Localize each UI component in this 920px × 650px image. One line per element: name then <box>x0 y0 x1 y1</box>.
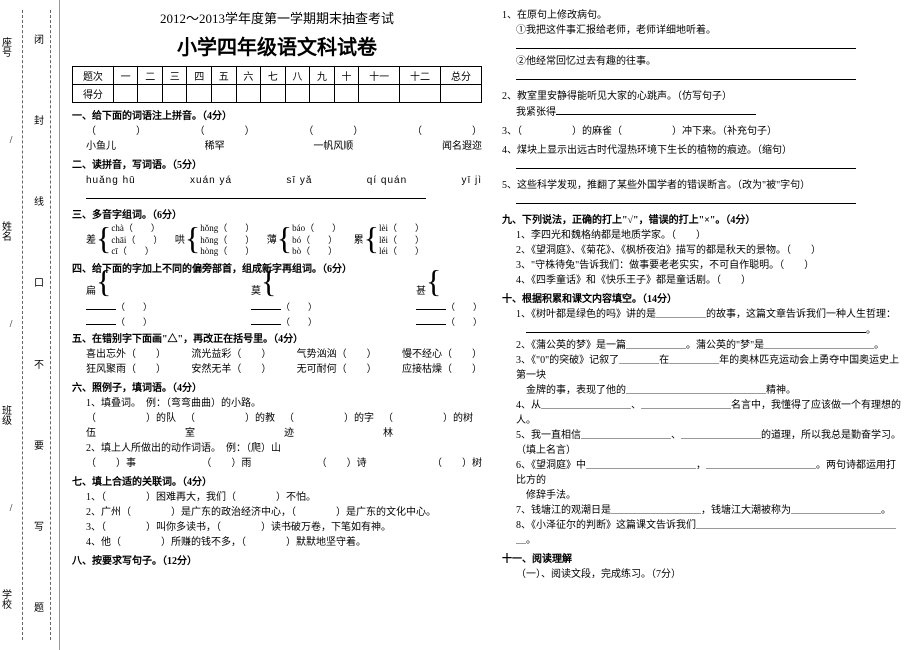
fold-line-1 <box>22 10 23 640</box>
fold-line-2 <box>50 10 51 640</box>
section-1: 一、给下面的词语注上拼音。（4分） （ ）（ ）（ ）（ ） 小鱼儿 稀罕 一帆… <box>72 109 482 154</box>
section-1-title: 一、给下面的词语注上拼音。（4分） <box>72 111 232 122</box>
binding-margin: 座号 / 姓名 / 班级 / 学校 闭 封 线 口 不 要 写 题 <box>0 0 60 650</box>
section-9: 九、下列说法，正确的打上"√"，错误的打上"×"。（4分） 1、李四光和魏格纳都… <box>502 213 904 288</box>
score-table: 题次 一 二 三 四 五 六 七 八 九 十 十一 十二 总分 得分 <box>72 66 482 103</box>
section-3: 三、多音字组词。（6分） 差 { chà（ ） chāi（ ） cī（ ） 哄 … <box>72 208 482 258</box>
q8-1: 1、在原句上修改病句。 <box>502 8 904 23</box>
section-10-title: 十、根据积累和课文内容填空。（14分） <box>502 294 677 305</box>
section-2-title: 二、读拼音，写词语。（5分） <box>72 160 202 171</box>
section-3-title: 三、多音字组词。（6分） <box>72 210 182 221</box>
section-6: 六、照例子，填词语。（4分） 1、填叠词。 例：（弯弯曲曲）的小路。 （ ）的队… <box>72 381 482 471</box>
section-7: 七、填上合适的关联词。（4分） 1、（ ）困难再大，我们（ ）不怕。 2、广州（… <box>72 475 482 550</box>
section-4-title: 四、给下面的字加上不同的偏旁部首，组成新字再组词。（6分） <box>72 264 352 275</box>
section-8-title: 八、按要求写句子。（12分） <box>72 556 197 567</box>
exam-page: 2012～2013学年度第一学期期末抽查考试 小学四年级语文科试卷 题次 一 二… <box>68 8 912 642</box>
exam-title: 小学四年级语文科试卷 <box>72 31 482 60</box>
right-column: 1、在原句上修改病句。 ①我把这件事汇报给老师，老师详细地听着。 ②他经常回忆过… <box>490 8 912 642</box>
section-11-title: 十一、阅读理解 <box>502 554 572 565</box>
q8-3: 3、（ ）的麻雀（ ）冲下来。（补充句子） <box>502 124 904 139</box>
exam-subtitle: 2012～2013学年度第一学期期末抽查考试 <box>72 8 482 27</box>
section-7-title: 七、填上合适的关联词。（4分） <box>72 477 212 488</box>
section-2: 二、读拼音，写词语。（5分） huǎng hū xuán yá sī yǎ qí… <box>72 158 482 204</box>
label-class: 班级 <box>2 407 20 427</box>
section-9-title: 九、下列说法，正确的打上"√"，错误的打上"×"。（4分） <box>502 215 755 226</box>
table-row: 题次 一 二 三 四 五 六 七 八 九 十 十一 十二 总分 <box>73 67 482 85</box>
section-6-title: 六、照例子，填词语。（4分） <box>72 383 202 394</box>
binding-labels-inner: 闭 封 线 口 不 要 写 题 <box>30 0 48 650</box>
label-name: 姓名 <box>2 223 20 243</box>
section-4: 四、给下面的字加上不同的偏旁部首，组成新字再组词。（6分） 扁{（ ）（ ） 莫… <box>72 262 482 328</box>
q8-5: 5、这些科学发现，推翻了某些外国学者的错误断言。（改为"被"字句） <box>502 178 904 193</box>
q8-4: 4、煤块上显示出远古时代湿热环境下生长的植物的痕迹。（缩句） <box>502 143 904 158</box>
q8-2: 2、教室里安静得能听见大家的心跳声。（仿写句子） <box>502 89 904 104</box>
binding-labels-outer: 座号 / 姓名 / 班级 / 学校 <box>2 0 20 650</box>
left-column: 2012～2013学年度第一学期期末抽查考试 小学四年级语文科试卷 题次 一 二… <box>68 8 490 642</box>
section-10: 十、根据积累和课文内容填空。（14分） 1、《树叶都是绿色的吗》讲的是＿＿＿＿＿… <box>502 292 904 548</box>
section-8: 八、按要求写句子。（12分） <box>72 554 482 569</box>
label-seat: 座号 <box>2 39 20 59</box>
table-row: 得分 <box>73 85 482 103</box>
section-5: 五、在错别字下面画"△"，再改正在括号里。（4分） 喜出忘外（ ） 流光益彩（ … <box>72 332 482 377</box>
section-11: 十一、阅读理解 （一）、阅读文段，完成练习。（7分） <box>502 552 904 582</box>
section-5-title: 五、在错别字下面画"△"，再改正在括号里。（4分） <box>72 334 303 345</box>
label-school: 学校 <box>2 591 20 611</box>
